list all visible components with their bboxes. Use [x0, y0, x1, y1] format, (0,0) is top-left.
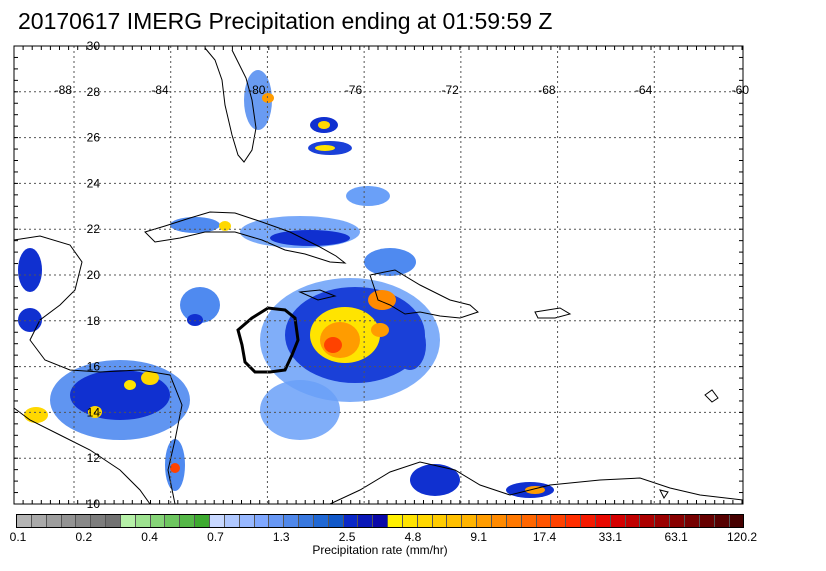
colorbar-tick-label: 0.4: [141, 530, 158, 544]
colorbar-swatch: [373, 515, 389, 527]
colorbar-swatch: [610, 515, 626, 527]
lon-label: -64: [635, 83, 653, 97]
colorbar-tick-label: 2.5: [338, 530, 356, 544]
colorbar-swatch: [180, 515, 196, 527]
colorbar-swatch: [46, 515, 62, 527]
lat-label: 24: [87, 176, 101, 190]
colorbar-swatch: [566, 515, 582, 527]
colorbar-swatch: [699, 515, 715, 527]
colorbar: [16, 514, 744, 528]
lat-label: 14: [87, 405, 101, 419]
colorbar-tick-label: 63.1: [664, 530, 688, 544]
lat-label: 26: [87, 131, 101, 145]
coastlines: [14, 47, 743, 504]
colorbar-tick-label: 0.2: [75, 530, 93, 544]
colorbar-swatch: [61, 515, 77, 527]
colorbar-swatch: [299, 515, 314, 527]
lat-label: 12: [87, 451, 101, 465]
colorbar-swatch: [239, 515, 255, 527]
gridlines: [14, 46, 743, 504]
colorbar-swatch: [714, 515, 730, 527]
colorbar-swatch: [17, 515, 32, 527]
colorbar-title: Precipitation rate (mm/hr): [312, 543, 448, 557]
colorbar-swatch: [477, 515, 492, 527]
colorbar-swatch: [269, 515, 285, 527]
colorbar-swatch: [195, 515, 210, 527]
lon-label: -68: [538, 83, 556, 97]
colorbar-swatch: [581, 515, 596, 527]
colorbar-swatch: [358, 515, 374, 527]
colorbar-swatch: [31, 515, 47, 527]
lon-label: -80: [248, 83, 266, 97]
colorbar-swatch: [135, 515, 151, 527]
colorbar-swatch: [462, 515, 478, 527]
colorbar-swatch: [76, 515, 92, 527]
colorbar-swatch: [684, 515, 700, 527]
colorbar-tick-label: 33.1: [598, 530, 623, 544]
colorbar-tick-label: 17.4: [532, 530, 557, 544]
colorbar-swatch: [165, 515, 181, 527]
colorbar-swatch: [106, 515, 121, 527]
colorbar-swatch: [536, 515, 552, 527]
colorbar-swatch: [254, 515, 270, 527]
colorbar-swatch: [492, 515, 507, 527]
colorbar-swatch: [402, 515, 418, 527]
colorbar-swatch: [388, 515, 403, 527]
colorbar-swatch: [729, 515, 744, 527]
map-title: 20170617 IMERG Precipitation ending at 0…: [18, 8, 553, 34]
lon-label: -84: [151, 83, 169, 97]
colorbar-swatch: [551, 515, 567, 527]
colorbar-tick-label: 0.7: [207, 530, 224, 544]
lon-label: -72: [442, 83, 460, 97]
lat-label: 22: [87, 222, 101, 236]
lon-label: -88: [55, 83, 73, 97]
colorbar-swatch: [120, 515, 136, 527]
lon-label: -76: [345, 83, 363, 97]
lat-label: 16: [87, 360, 101, 374]
lat-label: 18: [87, 314, 101, 328]
colorbar-swatch: [417, 515, 433, 527]
colorbar-tick-label: 120.2: [726, 530, 758, 544]
lat-label: 28: [87, 85, 101, 99]
colorbar-swatch: [655, 515, 671, 527]
colorbar-swatch: [150, 515, 166, 527]
precipitation-field: [18, 70, 554, 498]
colorbar-swatch: [447, 515, 463, 527]
colorbar-swatch: [328, 515, 344, 527]
colorbar-swatch: [432, 515, 448, 527]
lat-label: 30: [87, 39, 101, 53]
colorbar-tick-label: 0.1: [9, 530, 27, 544]
colorbar-swatch: [91, 515, 107, 527]
colorbar-swatch: [506, 515, 522, 527]
colorbar-swatch: [521, 515, 537, 527]
lat-label: 20: [87, 268, 101, 282]
colorbar-swatch: [625, 515, 641, 527]
colorbar-tick-label: 9.1: [470, 530, 488, 544]
colorbar-tick-label: 1.3: [272, 530, 290, 544]
lat-label: 10: [87, 497, 101, 511]
outlined-region: [236, 306, 300, 374]
colorbar-tick-label: 4.8: [404, 530, 422, 544]
colorbar-swatch: [284, 515, 300, 527]
colorbar-swatch: [670, 515, 685, 527]
colorbar-swatch: [224, 515, 240, 527]
colorbar-swatch: [313, 515, 329, 527]
colorbar-swatch: [209, 515, 225, 527]
lon-label: -60: [732, 83, 750, 97]
colorbar-swatch: [343, 515, 359, 527]
colorbar-swatch: [640, 515, 656, 527]
colorbar-swatch: [595, 515, 611, 527]
